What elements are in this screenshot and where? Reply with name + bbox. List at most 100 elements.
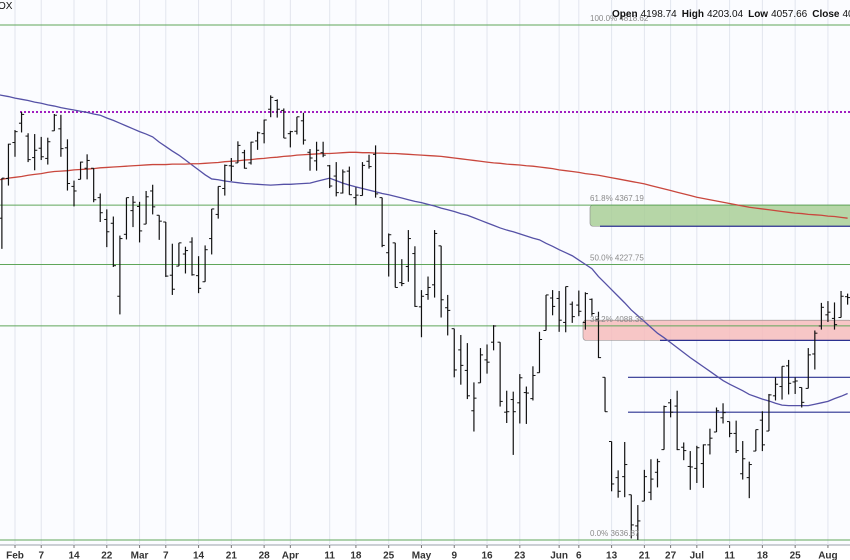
- fib-label: 0.0% 3636.87: [590, 529, 640, 538]
- ohlc-bar: [320, 141, 326, 158]
- ohlc-bar: [18, 112, 25, 133]
- levels: [0, 24, 850, 541]
- fib-label: 61.8% 4367.19: [590, 194, 644, 203]
- ohlc-bar: [445, 294, 451, 336]
- ohlc-bar: [97, 193, 103, 223]
- zone: [589, 204, 850, 227]
- ohlc-bar: [45, 137, 51, 165]
- ohlc-bar: [379, 197, 385, 248]
- ohlc-bar: [674, 390, 680, 451]
- ohlc-bar: [766, 393, 772, 432]
- ohlc-bar: [189, 237, 195, 276]
- ohlc-bar: [150, 184, 156, 215]
- ohlc-bar: [825, 301, 831, 322]
- ohlc-bar: [641, 469, 647, 502]
- ohlc-bar: [77, 161, 84, 180]
- ohlc-bar: [248, 141, 254, 165]
- ohlc-bar: [608, 441, 615, 492]
- ohlc-bar: [32, 134, 38, 171]
- ohlc-bar: [812, 330, 818, 370]
- ohlc-bar: [497, 341, 503, 407]
- x-tick-label: Jun: [550, 551, 568, 560]
- ohlc-bar: [484, 344, 490, 374]
- x-tick-label: Apr: [282, 551, 299, 560]
- ohlc-bar: [300, 112, 307, 145]
- ohlc-bar: [346, 166, 352, 196]
- x-tick-label: Jul: [690, 551, 705, 560]
- ohlc-bar: [563, 286, 569, 333]
- ohlc-bar: [209, 208, 215, 255]
- ohlc-bar: [733, 420, 739, 453]
- ohlc-bar: [117, 235, 123, 315]
- ohlc-bar: [569, 301, 575, 323]
- x-tick-label: 22: [101, 551, 113, 560]
- ohlc-bar: [235, 141, 241, 164]
- ohlc-bar: [615, 470, 621, 498]
- header-value: 4198.74: [641, 9, 678, 20]
- ohlc-bar: [130, 195, 136, 228]
- header-value: 4057.66: [771, 9, 808, 20]
- x-axis-band: [0, 545, 850, 560]
- ohlc-bar: [458, 334, 464, 385]
- ohlc-bar: [595, 311, 602, 359]
- ohlc-bar: [471, 382, 477, 432]
- header-value: 4057.66: [842, 9, 850, 20]
- ohlc-bar: [477, 348, 484, 384]
- ohlc-bar: [431, 230, 438, 298]
- ohlc-bar: [392, 242, 398, 288]
- header-label: Low: [748, 9, 768, 20]
- ohlc-bar: [694, 445, 700, 483]
- ohlc-bar: [366, 154, 372, 169]
- ohlc-bar: [648, 459, 654, 501]
- ohlc-bar: [228, 157, 234, 182]
- ohlc-bar: [740, 441, 746, 480]
- x-tick-label: 23: [514, 551, 526, 560]
- header-label: High: [682, 9, 704, 20]
- x-tick-label: 27: [665, 551, 677, 560]
- ohlc-bar: [123, 197, 130, 240]
- fib-label: 38.2% 4088.30: [590, 315, 644, 324]
- ohlc-bar: [438, 245, 444, 318]
- ohlc-bar: [71, 180, 77, 207]
- ohlc-bar: [195, 256, 202, 294]
- x-tick-label: 6: [576, 551, 582, 560]
- ohlc-bar: [222, 164, 228, 196]
- ohlc-bar: [451, 328, 457, 378]
- ohlc-bar: [254, 131, 261, 150]
- ohlc-bar: [753, 429, 759, 452]
- ohlc-bar: [720, 403, 726, 424]
- ohlc-bar: [772, 377, 779, 401]
- ohlc-bar: [0, 177, 5, 249]
- ohlc-bar: [91, 167, 97, 203]
- ohlc-bar: [556, 290, 562, 332]
- ohlc-bar: [818, 302, 824, 330]
- ohlc-bar: [536, 331, 543, 374]
- ohlc-bar: [799, 386, 805, 408]
- ohlc-bar: [51, 114, 57, 132]
- ohlc-bar: [281, 108, 287, 139]
- ohlc-bar: [425, 276, 431, 300]
- ohlc-bar: [169, 243, 175, 295]
- header: Open4198.74High4203.04Low4057.66Close405…: [612, 9, 850, 20]
- ohlc-bar: [635, 505, 641, 540]
- x-tick-label: 25: [790, 551, 802, 560]
- ohlc-bar: [327, 164, 333, 189]
- x-tick-label: 11: [324, 551, 335, 560]
- moving-average: [0, 151, 848, 219]
- ohlc-bar: [681, 442, 687, 461]
- x-tick-label: 18: [757, 551, 769, 560]
- x-tick-label: 9: [451, 551, 457, 560]
- ohlc-bar: [313, 141, 320, 171]
- moving-averages: [0, 94, 848, 407]
- ohlc-bar: [687, 451, 693, 490]
- ohlc-bar: [622, 441, 628, 498]
- ohlc-bar: [543, 294, 549, 331]
- ohlc-bar: [156, 214, 162, 240]
- ohlc-bar: [104, 209, 110, 248]
- ohlc-bar: [405, 230, 411, 282]
- ohlc-bar: [12, 130, 18, 157]
- fib-label: 100.0% 4818.62: [590, 14, 649, 23]
- ohlc-bar: [84, 154, 90, 180]
